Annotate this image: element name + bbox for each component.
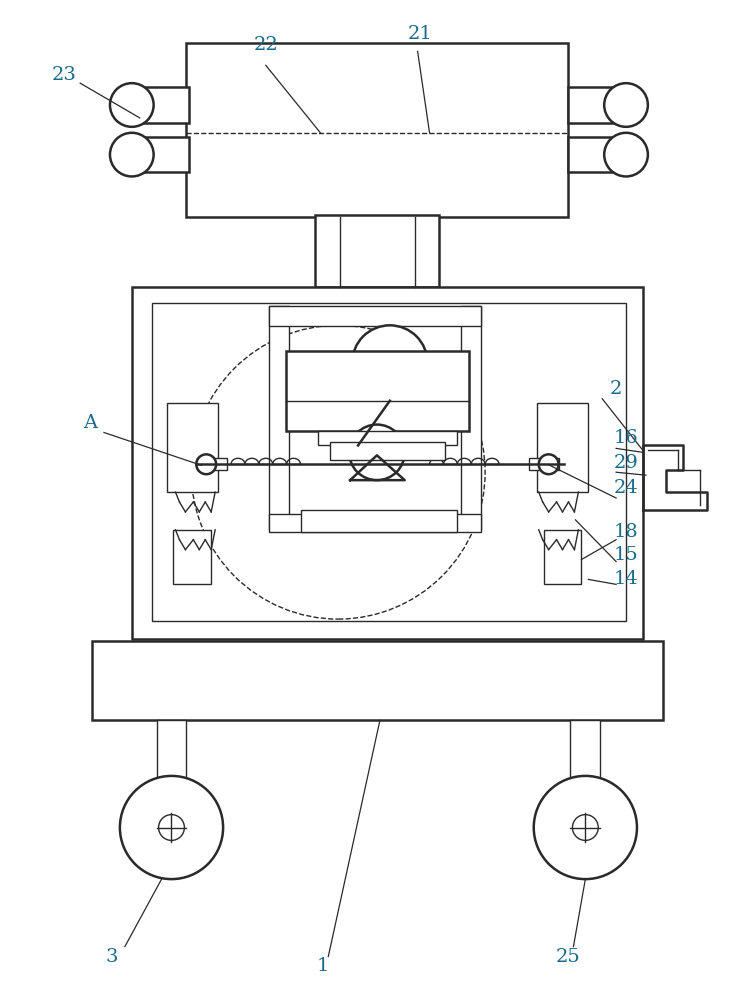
Text: 29: 29 — [614, 454, 638, 472]
Text: 16: 16 — [614, 429, 638, 447]
Circle shape — [349, 425, 405, 480]
Text: 18: 18 — [614, 523, 638, 541]
Bar — [186, 43, 568, 217]
Bar — [286, 351, 469, 431]
Bar — [318, 431, 458, 445]
Text: 24: 24 — [614, 479, 638, 497]
Circle shape — [604, 133, 648, 176]
Bar — [132, 87, 189, 123]
Text: 25: 25 — [556, 948, 581, 966]
Bar — [568, 87, 626, 123]
Circle shape — [158, 815, 184, 840]
Circle shape — [573, 815, 598, 840]
Bar — [156, 720, 186, 798]
Text: 23: 23 — [52, 66, 77, 84]
Circle shape — [380, 353, 399, 373]
Text: 1: 1 — [316, 957, 329, 975]
Circle shape — [120, 776, 223, 879]
Text: A: A — [83, 414, 97, 432]
Bar — [544, 530, 581, 584]
Text: 3: 3 — [105, 948, 118, 966]
Circle shape — [110, 133, 153, 176]
Bar — [301, 510, 458, 532]
Bar — [152, 303, 626, 621]
Bar — [92, 641, 663, 720]
Text: 2: 2 — [610, 380, 622, 398]
Circle shape — [196, 454, 216, 474]
Bar — [375, 352, 405, 366]
Circle shape — [534, 776, 637, 879]
Bar — [461, 306, 481, 530]
Bar — [315, 215, 439, 287]
Circle shape — [370, 445, 384, 459]
Bar — [173, 530, 212, 584]
Bar — [269, 306, 481, 326]
Circle shape — [352, 325, 427, 401]
Bar — [330, 442, 445, 460]
Text: 15: 15 — [614, 546, 638, 564]
Bar — [269, 514, 481, 532]
Bar — [132, 287, 643, 639]
Bar — [167, 403, 218, 492]
Bar — [528, 458, 559, 470]
Bar — [132, 137, 189, 172]
Circle shape — [604, 83, 648, 127]
Bar — [269, 306, 289, 530]
Text: 22: 22 — [254, 36, 278, 54]
Bar — [537, 403, 588, 492]
Text: 14: 14 — [614, 570, 638, 588]
Bar — [568, 137, 626, 172]
Circle shape — [539, 454, 559, 474]
Bar — [570, 720, 600, 798]
Circle shape — [110, 83, 153, 127]
Bar — [198, 458, 227, 470]
Text: 21: 21 — [408, 25, 432, 43]
